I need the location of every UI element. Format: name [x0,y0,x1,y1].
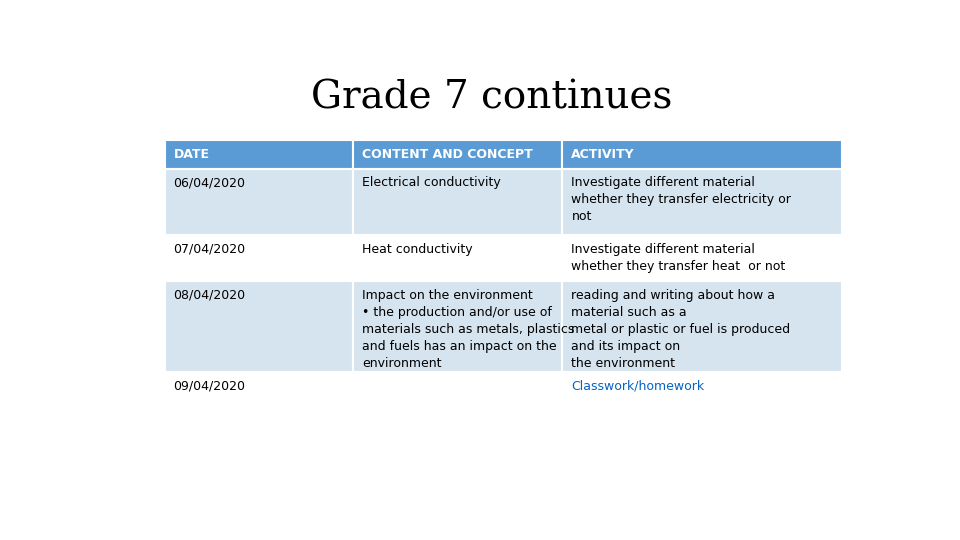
Bar [353,281,563,373]
Bar [353,140,563,168]
Text: Investigate different material
whether they transfer heat  or not: Investigate different material whether t… [571,243,785,273]
Text: Electrical conductivity: Electrical conductivity [362,176,501,189]
Text: 06/04/2020: 06/04/2020 [174,176,246,189]
Text: 08/04/2020: 08/04/2020 [174,288,246,301]
Bar [165,140,353,168]
Bar [165,235,353,281]
Bar [563,140,842,168]
Bar [563,168,842,235]
Bar [353,168,563,235]
Text: 07/04/2020: 07/04/2020 [174,243,246,256]
Text: Impact on the environment
• the production and/or use of
materials such as metal: Impact on the environment • the producti… [362,288,574,369]
Text: Heat conductivity: Heat conductivity [362,243,472,256]
Bar [563,235,842,281]
Text: ACTIVITY: ACTIVITY [571,148,636,161]
Bar [353,373,563,406]
Text: CONTENT AND CONCEPT: CONTENT AND CONCEPT [362,148,533,161]
Text: DATE: DATE [174,148,209,161]
Text: Grade 7 continues: Grade 7 continues [311,79,673,117]
Bar [563,281,842,373]
Text: 09/04/2020: 09/04/2020 [174,380,246,393]
Text: Classwork/homework: Classwork/homework [571,380,705,393]
Bar [353,235,563,281]
Text: Investigate different material
whether they transfer electricity or
not: Investigate different material whether t… [571,176,791,223]
Bar [165,168,353,235]
Bar [165,373,353,406]
Bar [563,373,842,406]
Bar [165,281,353,373]
Text: reading and writing about how a
material such as a
metal or plastic or fuel is p: reading and writing about how a material… [571,288,790,369]
